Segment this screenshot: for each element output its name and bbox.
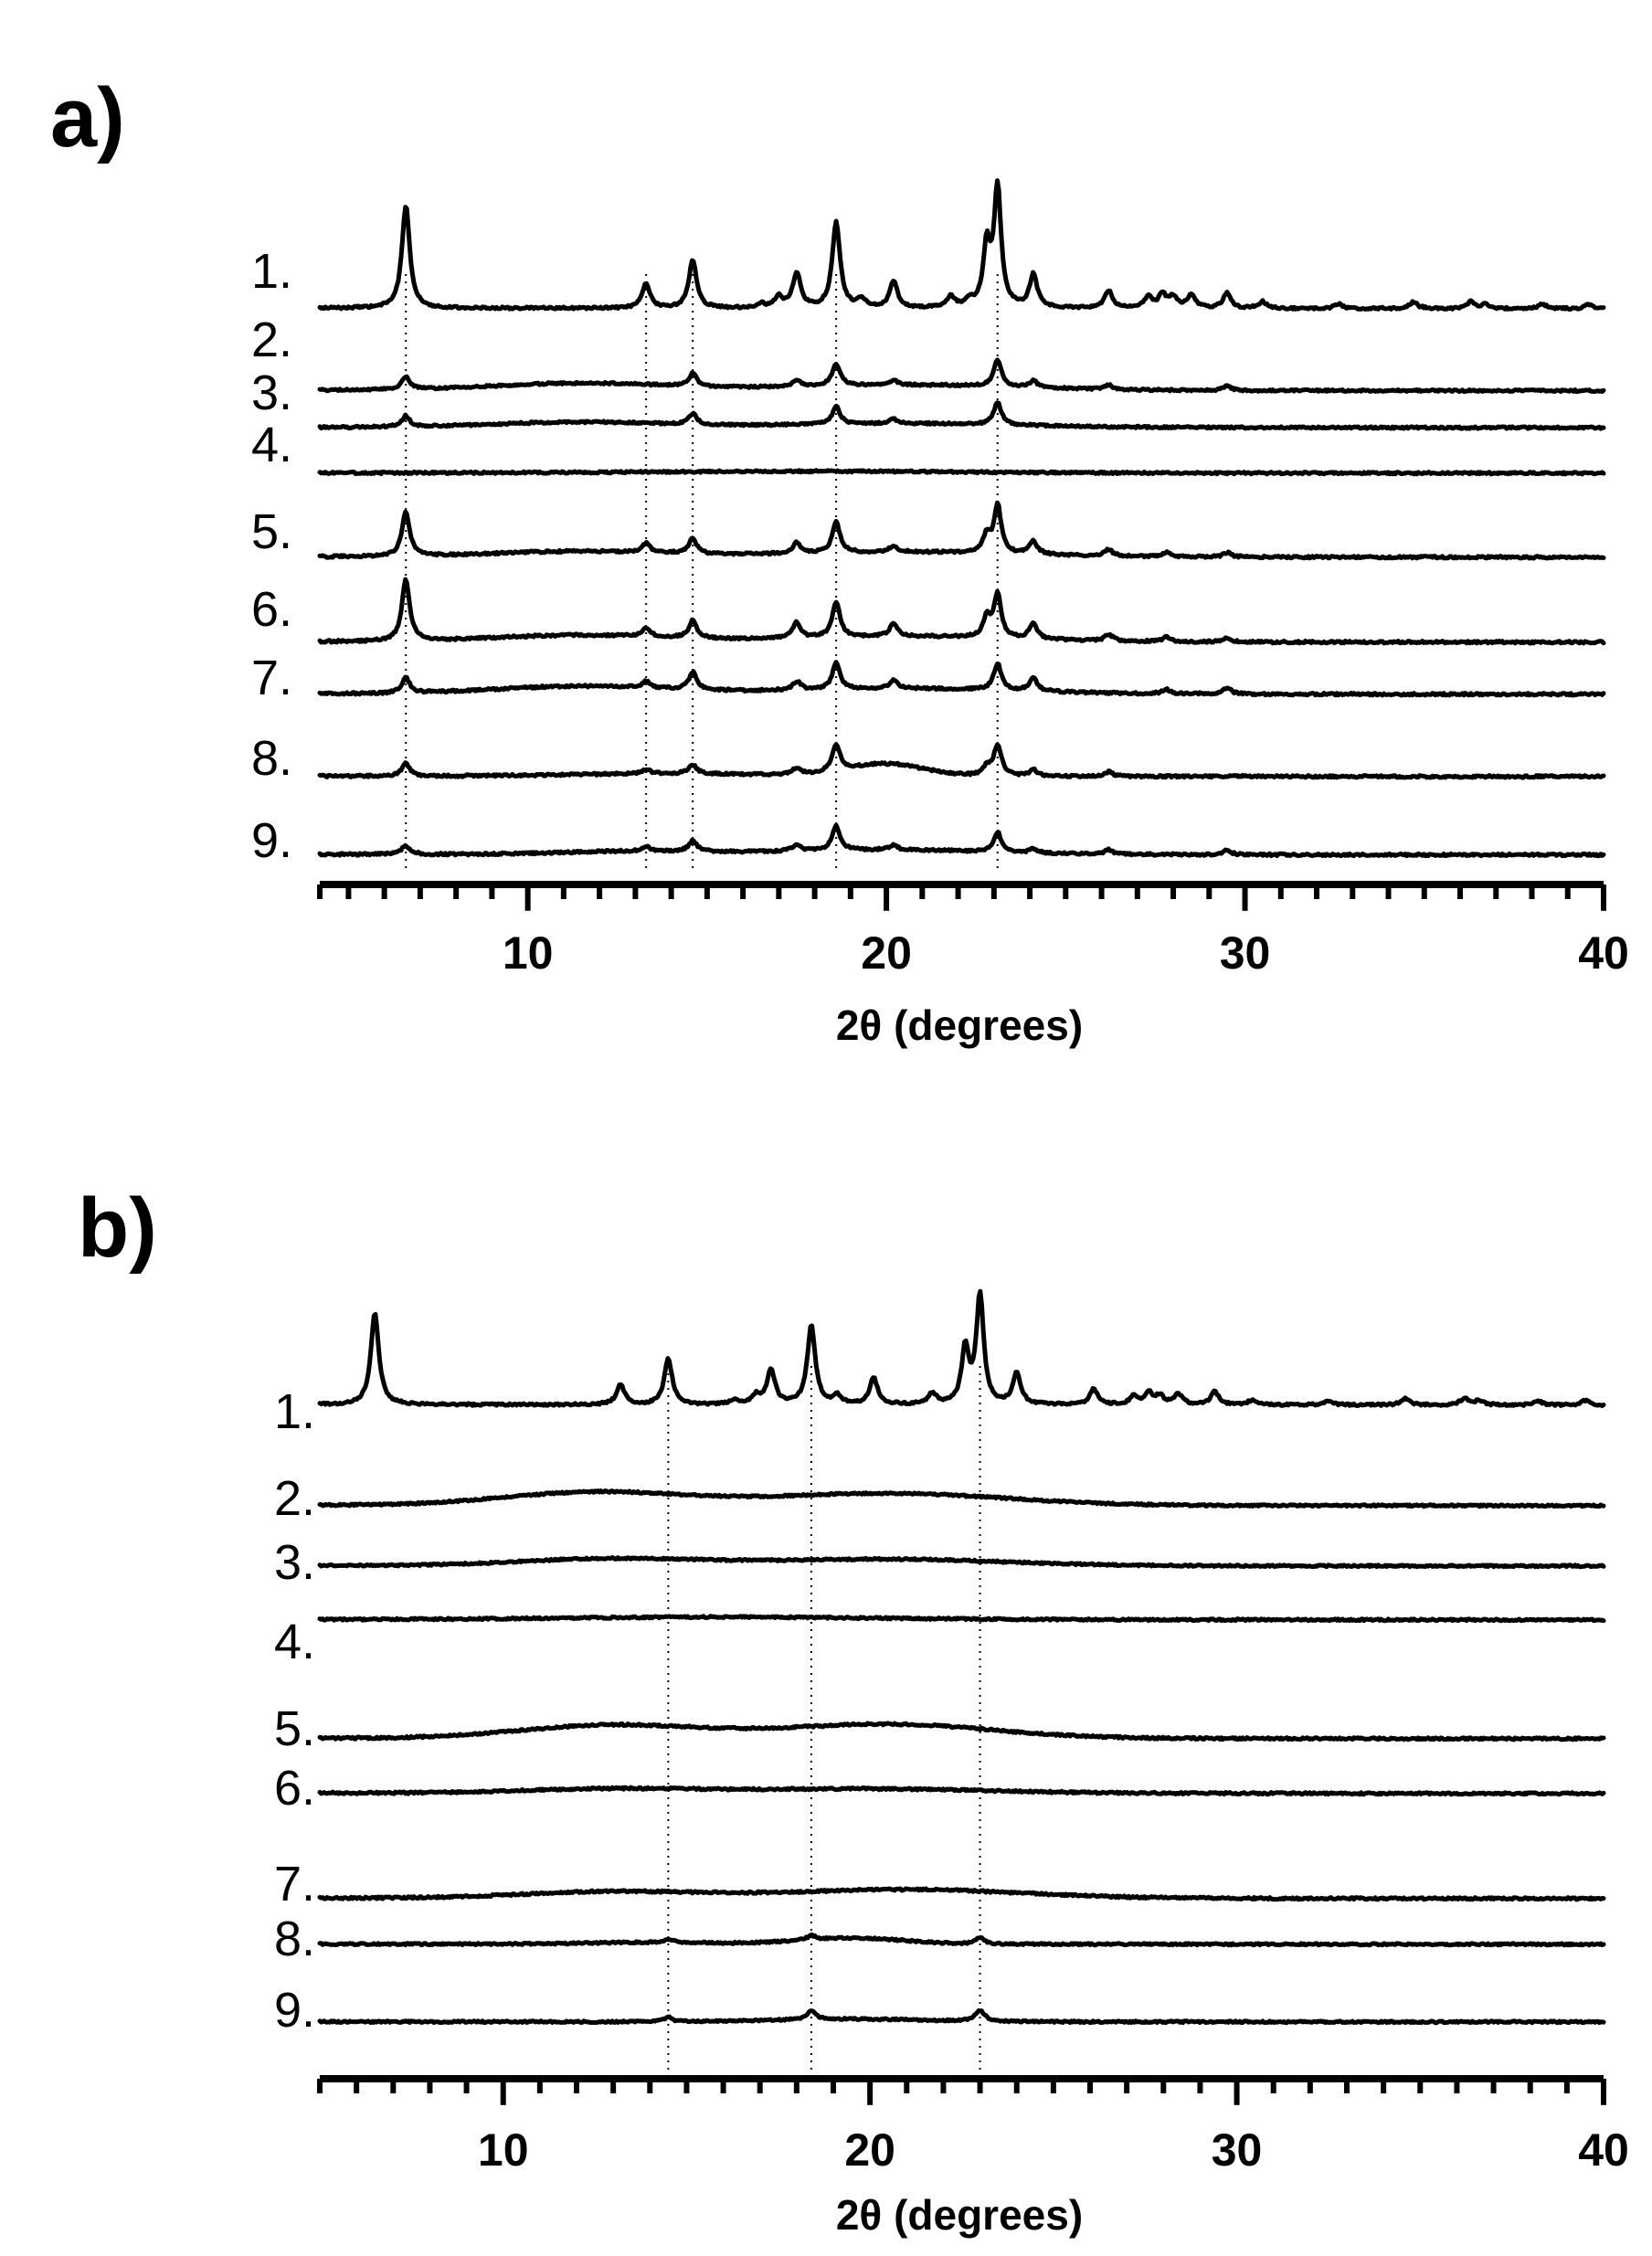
panel-a-trace-7 bbox=[317, 660, 1606, 698]
panel-b-trace-5 bbox=[317, 1721, 1606, 1742]
panel-b-trace-1 bbox=[317, 1288, 1606, 1408]
panel-b-trace-8 bbox=[317, 1932, 1606, 1948]
panel-a-x-tick-label-30: 30 bbox=[1220, 927, 1271, 979]
panel-a-trace-2 bbox=[317, 357, 1606, 395]
panel-b-trace-6 bbox=[317, 1785, 1606, 1797]
panel-a-trace-labels: 1. 2.3.4. 5. 6. 7. 8. 9. bbox=[251, 244, 292, 868]
panel-b-x-tick-label-20: 20 bbox=[844, 2124, 895, 2176]
panel-a-x-axis-title: 2θ (degrees) bbox=[836, 1001, 1083, 1049]
panel-a-trace-label-2: 2. bbox=[251, 312, 292, 367]
panel-b-reference-lines bbox=[667, 1366, 981, 2070]
panel-b-trace-7 bbox=[317, 1886, 1606, 1902]
panel-b-trace-label-9: 9. bbox=[274, 1983, 315, 2038]
panel-b-traces bbox=[317, 1288, 1606, 2026]
panel-a-trace-label-6: 6. bbox=[251, 582, 292, 637]
panel-b-x-tick-label-10: 10 bbox=[478, 2124, 529, 2176]
panel-a-trace-label-8: 8. bbox=[251, 731, 292, 786]
panel-b-trace-label-6: 6. bbox=[274, 1761, 315, 1816]
panel-b-trace-labels: 1. 2. 3. 4. 5.6. 7.8. 9. bbox=[274, 1384, 315, 2038]
panel-a-trace-3 bbox=[317, 400, 1606, 431]
panel-b: b) 1. 2. 3. 4. 5.6. 7.8. 9. 10 20 30 40 2θ (degre… bbox=[78, 1181, 1629, 2239]
panel-b-trace-label-1: 1. bbox=[274, 1384, 315, 1439]
panel-a-trace-1 bbox=[317, 178, 1606, 312]
panel-b-trace-label-7: 7. bbox=[274, 1857, 315, 1912]
panel-a-trace-label-3: 3. bbox=[251, 365, 292, 420]
panel-b-x-axis-title: 2θ (degrees) bbox=[836, 2191, 1083, 2239]
panel-b-trace-9 bbox=[317, 2007, 1606, 2026]
panel-b-trace-3 bbox=[317, 1555, 1606, 1570]
panel-b-trace-label-4: 4. bbox=[274, 1615, 315, 1669]
panel-a-x-axis: 10 20 30 40 bbox=[317, 881, 1629, 979]
panel-a-label: a) bbox=[50, 71, 125, 164]
panel-a: a) 1. 2.3.4. 5. 6. 7. 8. 9. 10 20 30 40 2θ (degre… bbox=[50, 71, 1629, 1049]
panel-b-x-tick-label-30: 30 bbox=[1212, 2124, 1263, 2176]
panel-b-x-axis: 10 20 30 40 bbox=[317, 2075, 1629, 2176]
panel-a-reference-lines bbox=[405, 274, 999, 873]
panel-b-trace-label-5: 5. bbox=[274, 1701, 315, 1756]
panel-b-trace-label-3: 3. bbox=[274, 1535, 315, 1590]
panel-a-x-tick-label-20: 20 bbox=[861, 927, 912, 979]
panel-a-trace-6 bbox=[317, 577, 1606, 646]
panel-a-trace-4 bbox=[317, 468, 1606, 477]
panel-b-trace-label-2: 2. bbox=[274, 1471, 315, 1526]
panel-a-trace-label-1: 1. bbox=[251, 244, 292, 299]
panel-a-trace-5 bbox=[317, 500, 1606, 561]
panel-a-trace-label-4: 4. bbox=[251, 418, 292, 472]
panel-a-trace-label-5: 5. bbox=[251, 504, 292, 559]
panel-b-label: b) bbox=[78, 1181, 157, 1275]
panel-a-trace-9 bbox=[317, 822, 1606, 859]
panel-a-trace-label-7: 7. bbox=[251, 651, 292, 705]
panel-b-trace-4 bbox=[317, 1614, 1606, 1624]
panel-a-x-tick-label-40: 40 bbox=[1578, 927, 1629, 979]
panel-a-x-tick-label-10: 10 bbox=[503, 927, 554, 979]
panel-b-trace-2 bbox=[317, 1488, 1606, 1509]
panel-a-trace-label-9: 9. bbox=[251, 813, 292, 868]
panel-b-x-tick-label-40: 40 bbox=[1578, 2124, 1629, 2176]
panel-a-trace-8 bbox=[317, 742, 1606, 780]
panel-b-trace-label-8: 8. bbox=[274, 1912, 315, 1966]
panel-a-traces bbox=[317, 178, 1606, 859]
